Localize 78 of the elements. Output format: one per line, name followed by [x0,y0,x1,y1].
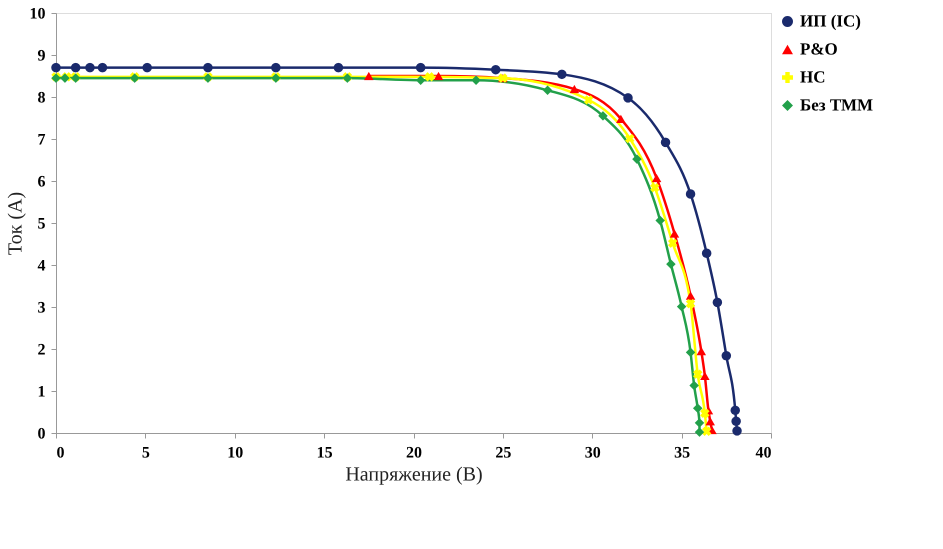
x-tick-label: 40 [756,444,772,462]
point [676,302,686,312]
y-tick-label: 3 [38,300,46,316]
point [570,84,580,94]
y-tick-label: 4 [38,258,46,274]
point [424,72,434,82]
point [668,238,678,248]
point [70,62,80,72]
point [650,183,660,192]
point [692,403,702,413]
point [702,426,712,436]
point [722,350,732,360]
point [142,62,152,72]
point [51,62,61,72]
point [731,416,741,426]
point [598,111,608,121]
point [584,95,594,105]
point [686,348,696,358]
legend-label: Без ТММ [800,96,874,114]
point [98,62,108,72]
legend-label: ИП (IC) [800,12,861,30]
point [85,62,95,72]
x-tick-label: 10 [227,444,244,462]
point [203,62,213,72]
y-tick-label: 10 [30,6,46,22]
y-tick-label: 6 [38,174,46,190]
legend-label: P&O [800,40,838,58]
point [730,406,740,416]
x-tick-label: 35 [674,444,690,462]
y-tick-label: 1 [38,384,46,400]
y-tick-label: 7 [38,132,46,148]
point [623,93,633,103]
point [471,75,481,85]
y-tick-label: 8 [38,90,46,106]
point [689,380,699,390]
point [271,62,281,72]
point [416,75,426,85]
point [702,248,712,258]
point [660,138,670,148]
point [652,174,662,182]
point [632,154,642,164]
y-tick-label: 0 [38,426,46,442]
x-axis-title: Напряжение (В) [345,464,483,486]
point [686,292,696,300]
point [705,417,715,426]
point [696,346,706,356]
point [700,408,710,418]
point [542,86,552,96]
x-tick-label: 25 [495,444,512,462]
point [732,426,742,436]
point [670,229,680,238]
point [490,64,500,74]
point [625,134,634,144]
point [434,72,444,80]
point [364,72,374,80]
point [686,189,696,199]
point [700,372,710,380]
x-tick-label: 30 [584,444,601,462]
y-tick-label: 9 [38,48,46,64]
point [694,418,704,428]
x-tick-label: 20 [406,444,422,462]
x-tick-label: 15 [316,444,333,462]
point [712,298,722,308]
point [334,62,344,72]
legend-label: НС [800,68,826,86]
point [416,62,426,72]
point [557,70,567,80]
point [655,216,665,226]
point [693,370,702,379]
point [666,259,676,269]
point [686,298,696,308]
y-axis-title: Ток (А) [4,192,26,256]
x-tick-label: 5 [142,444,150,462]
y-tick-label: 5 [38,216,46,232]
point [616,114,626,123]
x-tick-label: 0 [56,444,64,462]
point [694,427,704,437]
y-tick-label: 2 [38,342,46,358]
